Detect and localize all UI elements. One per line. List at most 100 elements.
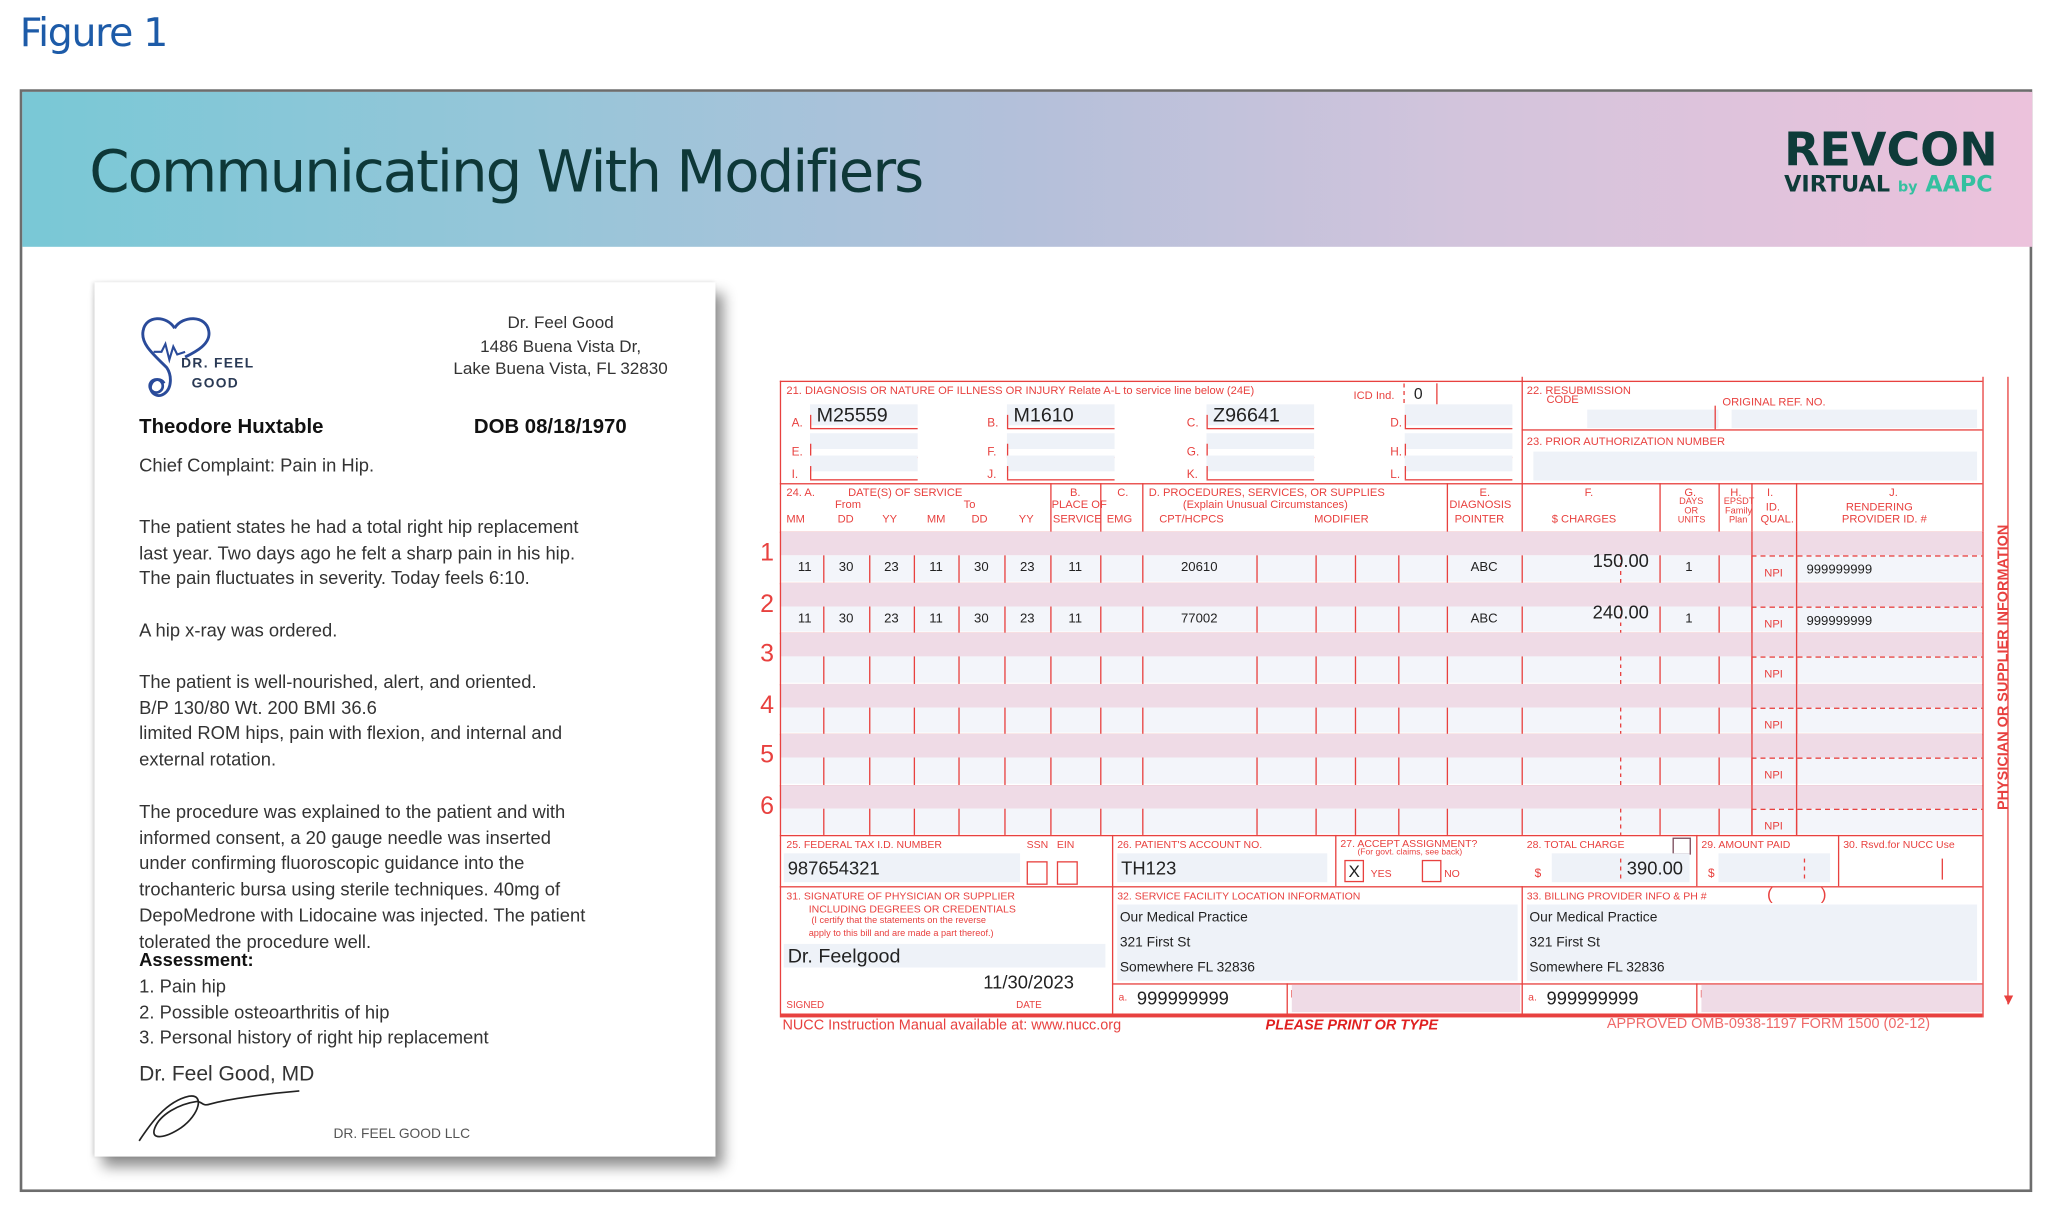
prior-authorization-field[interactable] bbox=[1533, 451, 1978, 481]
note-text-line: B/P 130/80 Wt. 200 BMI 36.6 bbox=[139, 696, 377, 718]
diagnosis-field-j[interactable] bbox=[1006, 455, 1115, 472]
service-facility-line[interactable]: 321 First St bbox=[1119, 934, 1191, 951]
billing-provider-line[interactable]: 321 First St bbox=[1529, 934, 1600, 951]
signature-date[interactable]: 11/30/2023 bbox=[983, 971, 1074, 993]
service-line-5[interactable] bbox=[779, 757, 1983, 784]
service-to-mm[interactable]: 11 bbox=[929, 560, 943, 576]
billing-provider-field[interactable] bbox=[1526, 904, 1978, 981]
service-line-2[interactable] bbox=[779, 605, 1983, 632]
diagnosis-field-b[interactable] bbox=[1006, 404, 1115, 426]
service-from-yy[interactable]: 23 bbox=[884, 611, 899, 626]
form-rule bbox=[958, 808, 960, 835]
ssn-checkbox[interactable] bbox=[1026, 861, 1048, 885]
form-rule bbox=[1100, 656, 1102, 684]
service-to-dd[interactable]: 30 bbox=[974, 611, 989, 626]
banner: Communicating With Modifiers REVCON VIRT… bbox=[22, 91, 2033, 247]
service-cpt[interactable]: 20610 bbox=[1181, 560, 1218, 576]
rendering-provider-id[interactable]: 999999999 bbox=[1806, 613, 1873, 629]
original-ref-field[interactable] bbox=[1731, 409, 1978, 428]
billing-provider-npi[interactable]: 999999999 bbox=[1546, 987, 1639, 1009]
service-from-mm[interactable]: 11 bbox=[797, 560, 812, 576]
patient-account-value[interactable]: TH123 bbox=[1121, 857, 1177, 879]
service-pointer[interactable]: ABC bbox=[1470, 611, 1498, 626]
charge-amount[interactable]: 150.00 bbox=[1592, 550, 1649, 572]
diagnosis-field-c[interactable] bbox=[1206, 404, 1315, 426]
form-rule bbox=[1398, 808, 1400, 835]
service-from-mm[interactable]: 11 bbox=[797, 611, 812, 626]
service-units[interactable]: 1 bbox=[1685, 611, 1693, 626]
service-cpt[interactable]: 77002 bbox=[1181, 611, 1218, 626]
logo-line1: REVCON bbox=[1784, 124, 1998, 178]
service-to-yy[interactable]: 23 bbox=[1019, 611, 1035, 626]
box30-label: 30. Rsvd.for NUCC Use bbox=[1843, 838, 1955, 851]
service-facility-line[interactable]: Our Medical Practice bbox=[1119, 909, 1248, 926]
provider-note: DR. FEEL GOOD Dr. Feel Good 1486 Buena V… bbox=[94, 282, 716, 1157]
form-rule bbox=[1142, 757, 1144, 785]
accept-assignment-no-checkbox[interactable] bbox=[1421, 859, 1442, 883]
physician-signature[interactable]: Dr. Feelgood bbox=[787, 945, 901, 968]
service-facility-field[interactable] bbox=[1117, 904, 1518, 981]
physician-signature-field[interactable] bbox=[783, 943, 1106, 968]
billing-provider-other-id-field[interactable] bbox=[1701, 984, 1983, 1013]
signed-label: SIGNED bbox=[786, 999, 825, 1011]
assessment-item: 3. Personal history of right hip replace… bbox=[139, 1027, 489, 1049]
form-rule bbox=[1142, 706, 1144, 734]
service-line-1[interactable] bbox=[779, 555, 1983, 581]
accept-assignment-yes-checkbox[interactable]: X bbox=[1344, 859, 1365, 883]
service-to-dd[interactable]: 30 bbox=[974, 560, 989, 576]
total-charge-value[interactable]: 390.00 bbox=[1626, 857, 1684, 879]
diagnosis-field-d[interactable] bbox=[1404, 404, 1513, 426]
service-pos[interactable]: 11 bbox=[1068, 611, 1083, 626]
diagnosis-code[interactable]: M1610 bbox=[1013, 404, 1074, 427]
total-charge-checkbox[interactable] bbox=[1672, 837, 1691, 855]
service-from-dd[interactable]: 30 bbox=[838, 560, 854, 576]
form-rule bbox=[1256, 656, 1258, 684]
service-facility-line[interactable]: Somewhere FL 32836 bbox=[1119, 959, 1255, 976]
service-line-6[interactable] bbox=[779, 808, 1983, 834]
box24-header-yy: YY bbox=[1018, 511, 1034, 526]
logo-line2: VIRTUAL by AAPC bbox=[1784, 173, 1998, 199]
form-rule bbox=[1004, 757, 1006, 785]
rendering-provider-id[interactable]: 999999999 bbox=[1806, 563, 1873, 578]
service-from-yy[interactable]: 23 bbox=[884, 560, 899, 576]
diagnosis-code[interactable]: Z96641 bbox=[1213, 404, 1280, 427]
form-rule bbox=[869, 605, 871, 633]
service-from-dd[interactable]: 30 bbox=[838, 611, 854, 626]
service-line-3[interactable] bbox=[779, 656, 1983, 683]
service-pointer[interactable]: ABC bbox=[1470, 560, 1498, 576]
diagnosis-code[interactable]: M25559 bbox=[816, 404, 888, 427]
diagnosis-field-a[interactable] bbox=[810, 404, 918, 426]
slide-title: Communicating With Modifiers bbox=[89, 139, 924, 207]
diagnosis-field-e[interactable] bbox=[810, 433, 918, 449]
service-pos[interactable]: 11 bbox=[1068, 560, 1083, 576]
form-rule bbox=[2007, 376, 2009, 1005]
form-rule bbox=[1659, 483, 1661, 532]
patient-account-field[interactable] bbox=[1117, 853, 1328, 883]
ein-checkbox[interactable] bbox=[1056, 861, 1078, 885]
resubmission-code-field[interactable] bbox=[1587, 409, 1719, 428]
federal-tax-id-field[interactable] bbox=[783, 853, 1021, 883]
amount-paid-field[interactable] bbox=[1718, 853, 1831, 883]
service-to-yy[interactable]: 23 bbox=[1019, 560, 1035, 576]
diagnosis-field-f[interactable] bbox=[1006, 433, 1115, 449]
diagnosis-field-k[interactable] bbox=[1206, 455, 1315, 472]
diagnosis-letter: I. bbox=[791, 467, 799, 481]
diagnosis-field-g[interactable] bbox=[1206, 433, 1315, 449]
form-rule bbox=[1256, 757, 1258, 785]
service-to-mm[interactable]: 11 bbox=[929, 611, 943, 626]
diagnosis-field-h[interactable] bbox=[1404, 433, 1513, 449]
icd-ind-value[interactable]: 0 bbox=[1413, 384, 1423, 404]
diagnosis-field-i[interactable] bbox=[810, 455, 918, 472]
billing-provider-line[interactable]: Somewhere FL 32836 bbox=[1529, 959, 1665, 976]
billing-provider-line[interactable]: Our Medical Practice bbox=[1529, 909, 1658, 926]
service-facility-other-id-field[interactable] bbox=[1291, 984, 1521, 1013]
patient-dob: DOB 08/18/1970 bbox=[473, 416, 627, 439]
federal-tax-id-value[interactable]: 987654321 bbox=[787, 857, 880, 879]
service-facility-npi[interactable]: 999999999 bbox=[1136, 987, 1229, 1009]
form-rule bbox=[1050, 706, 1052, 734]
charge-amount[interactable]: 240.00 bbox=[1592, 600, 1649, 622]
service-line-4[interactable] bbox=[779, 706, 1983, 733]
diagnosis-field-l[interactable] bbox=[1404, 455, 1513, 472]
service-units[interactable]: 1 bbox=[1685, 560, 1693, 576]
